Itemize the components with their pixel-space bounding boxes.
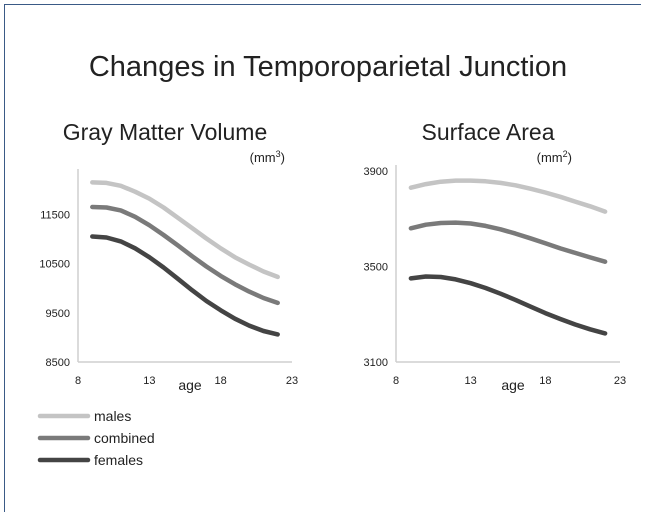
unit-base-volume: (mm — [250, 150, 276, 165]
unit-label-area: (mm2) — [537, 149, 572, 165]
series-line-females — [90, 234, 280, 337]
unit-label-volume: (mm3) — [250, 149, 285, 165]
legend-label-combined: combined — [94, 430, 155, 446]
x-tick-label: 23 — [614, 375, 626, 387]
surface-area-panel: Surface Area (mm2) age 3100 3500 3900 8 13 18… — [364, 119, 627, 393]
y-tick-label: 3900 — [364, 166, 388, 178]
series-line-males — [408, 178, 608, 214]
panel-title-surface-area: Surface Area — [422, 119, 555, 145]
y-tick-label: 3500 — [364, 262, 388, 274]
panel-title-gray-matter-volume: Gray Matter Volume — [63, 119, 268, 145]
gray-matter-volume-panel: Gray Matter Volume (mm3) age 8500 9500 105… — [39, 119, 298, 393]
x-tick-label: 18 — [215, 375, 227, 387]
unit-close-area: ) — [568, 150, 572, 165]
x-tick-label: 8 — [75, 375, 81, 387]
y-tick-label: 3100 — [364, 357, 388, 369]
legend: males combined females — [37, 408, 155, 468]
unit-close-volume: ) — [281, 150, 285, 165]
y-tick-label: 10500 — [39, 259, 70, 271]
slide-frame — [4, 4, 641, 512]
x-axis-label-volume: age — [178, 377, 202, 393]
x-tick-label: 18 — [539, 375, 551, 387]
x-axis-label-area: age — [501, 377, 525, 393]
unit-sup-volume: 3 — [276, 149, 281, 159]
legend-label-females: females — [94, 452, 143, 468]
y-tick-label: 8500 — [46, 357, 70, 369]
x-tick-label: 8 — [393, 375, 399, 387]
series-line-females — [408, 274, 608, 336]
series-line-combined — [90, 204, 280, 306]
unit-base-area: (mm — [537, 150, 563, 165]
series-line-combined — [408, 220, 608, 264]
y-tick-label: 11500 — [40, 209, 70, 221]
legend-label-males: males — [94, 408, 131, 424]
main-title: Changes in Temporoparietal Junction — [89, 51, 567, 83]
unit-sup-area: 2 — [563, 149, 568, 159]
x-tick-label: 13 — [143, 375, 155, 387]
x-tick-label: 23 — [286, 375, 298, 387]
y-tick-label: 9500 — [46, 308, 70, 320]
x-tick-label: 13 — [465, 375, 477, 387]
series-line-males — [90, 180, 280, 280]
